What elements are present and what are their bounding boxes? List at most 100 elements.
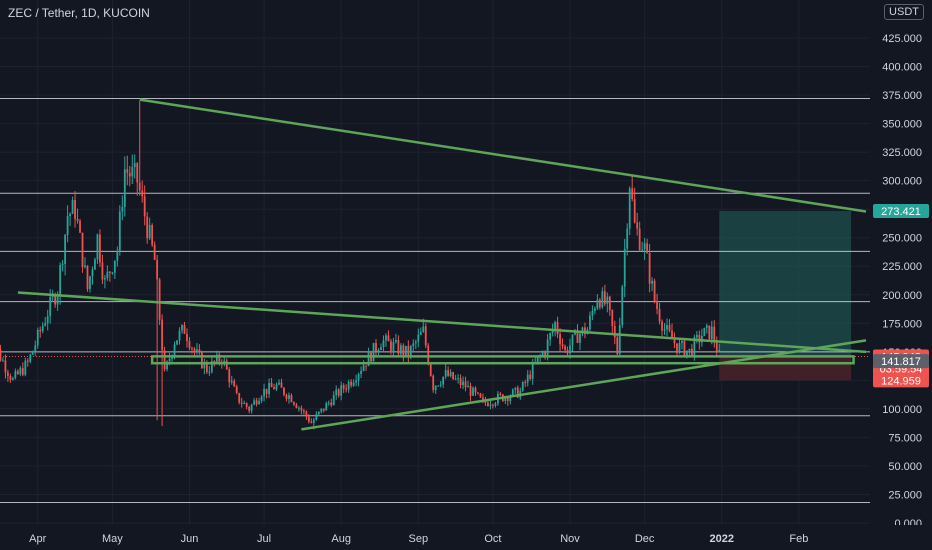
candle-body [516, 387, 519, 398]
position-tool[interactable] [719, 210, 852, 381]
candle-body [506, 397, 509, 402]
candle-body [340, 385, 343, 396]
candle-body [345, 388, 348, 390]
candle-body [350, 381, 353, 386]
candle-body [437, 385, 440, 387]
candle-body [163, 350, 166, 370]
candle-body [551, 329, 554, 334]
candle-body [695, 334, 698, 338]
candle-body [181, 324, 183, 331]
candle-body [300, 407, 303, 411]
candle-body [238, 393, 241, 403]
candle-body [454, 378, 457, 380]
candle-body [715, 342, 718, 352]
candle-body [116, 250, 119, 261]
candle-body [648, 253, 651, 284]
price-axis[interactable]: 0.00025.00050.00075.000100.000125.000150… [870, 0, 932, 550]
candle-body [158, 279, 161, 320]
candle-body [663, 329, 666, 331]
candle-body [402, 345, 405, 356]
candle-body [668, 324, 671, 331]
candle-body [166, 361, 168, 370]
candle-body [205, 362, 208, 373]
candle-body [482, 397, 484, 400]
candle-body [666, 324, 668, 330]
candle-body [51, 295, 54, 298]
candle-body [41, 325, 44, 332]
candle-body [108, 271, 111, 273]
candle-body [688, 348, 691, 351]
candle-body [404, 345, 407, 356]
candle-body [576, 330, 579, 343]
time-axis[interactable]: Apr May Jun Jul Aug Sep Oct Nov Dec 2022 Feb [0, 525, 932, 550]
candle-body [44, 323, 47, 326]
candle-body [260, 396, 263, 401]
candle-body [472, 387, 474, 396]
candle-body [395, 340, 397, 342]
candle-body [559, 334, 561, 345]
time-tick-label: Jul [257, 533, 271, 545]
candle-body [332, 395, 335, 406]
candle-body [59, 265, 62, 296]
candle-body [235, 386, 238, 394]
candle-body [273, 387, 275, 390]
candle-body [487, 402, 489, 406]
candle-body [636, 222, 639, 229]
candle-body [432, 375, 435, 391]
price-label-text: 141.817 [881, 356, 921, 368]
candle-body [320, 408, 323, 412]
candle-body [710, 326, 713, 339]
candle-body [526, 374, 529, 383]
candle-body [651, 280, 653, 284]
candle-body [173, 344, 176, 356]
candle-body [397, 340, 400, 354]
candle-body [280, 382, 283, 388]
candle-body [176, 340, 178, 345]
candle-body [467, 386, 469, 388]
candle-body [536, 357, 539, 363]
time-tick-label: Feb [789, 533, 808, 545]
candle-body [156, 259, 159, 280]
candle-body [128, 172, 131, 177]
candle-body [218, 354, 221, 362]
candle-body [253, 400, 256, 405]
candle-body [138, 182, 141, 191]
candle-body [355, 380, 358, 383]
candle-body [36, 329, 39, 346]
candle-body [492, 404, 494, 406]
candle-body [6, 372, 9, 377]
candle-body [131, 167, 134, 177]
price-label-text: 273.421 [881, 206, 921, 218]
trendlines[interactable] [17, 98, 867, 431]
target-zone [719, 210, 852, 357]
candle-body [509, 396, 512, 402]
candle-body [362, 365, 365, 371]
candle-body [342, 385, 345, 389]
time-tick-label: Jun [181, 533, 199, 545]
candle-body [367, 352, 370, 367]
candles [0, 100, 721, 430]
candle-body [489, 404, 492, 406]
candle-body [564, 346, 566, 350]
candle-body [708, 325, 711, 339]
time-tick-label: 2022 [709, 533, 733, 545]
candle-body [380, 347, 382, 350]
candle-body [676, 343, 678, 353]
price-tick-label: 300.000 [882, 176, 922, 188]
candle-body [121, 207, 124, 212]
candle-body [275, 384, 278, 390]
time-axis-bg [0, 525, 932, 550]
candle-body [375, 342, 377, 352]
candle-body [94, 259, 96, 270]
candle-body [79, 220, 81, 233]
candle-body [0, 349, 2, 361]
candle-body [477, 392, 479, 394]
candle-body [511, 389, 514, 397]
candle-body [352, 382, 355, 386]
candle-body [223, 360, 226, 364]
candle-body [429, 363, 432, 376]
candle-body [387, 335, 390, 342]
candle-body [494, 403, 497, 406]
currency-button[interactable]: USDT [884, 4, 924, 20]
